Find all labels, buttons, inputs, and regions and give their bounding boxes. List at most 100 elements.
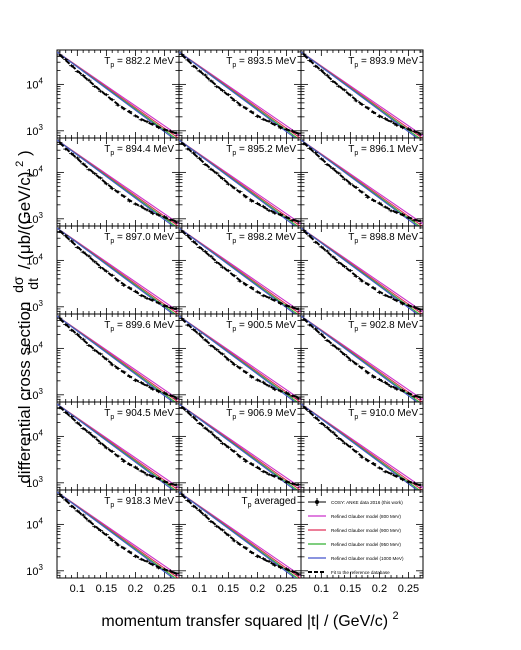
data-point [296, 307, 300, 311]
data-point [174, 131, 178, 135]
data-point [262, 470, 265, 473]
data-point [233, 363, 236, 366]
panel-label: Tp = 894.4 MeV [104, 144, 174, 157]
y-tick-label: 103 [26, 387, 43, 402]
data-point [174, 483, 178, 486]
data-point [169, 129, 172, 133]
data-point [140, 205, 143, 208]
y-tick-label: 103 [26, 211, 43, 226]
data-point [262, 294, 265, 297]
data-point [64, 411, 67, 414]
data-point [122, 284, 125, 287]
data-point [192, 65, 195, 68]
data-point [267, 473, 271, 476]
y-tick-label-exp: 3 [39, 563, 44, 572]
data-point [70, 415, 73, 418]
panel-label-value: = 893.5 MeV [236, 56, 296, 67]
legend-entry-label: Fit to the reference database [331, 570, 390, 575]
data-point [93, 436, 96, 439]
panel-label-T: T [242, 496, 248, 507]
data-point [157, 477, 160, 480]
panel-label-sub: p [354, 62, 358, 69]
data-point [302, 318, 306, 321]
data-point [244, 283, 247, 286]
data-point [360, 190, 364, 194]
data-point [395, 124, 398, 127]
data-point [384, 205, 387, 209]
data-point [93, 172, 96, 175]
data-point [244, 195, 247, 199]
data-point [407, 216, 410, 219]
data-point [76, 333, 79, 336]
panel-label-value: = 894.4 MeV [114, 144, 174, 155]
data-point [291, 305, 294, 309]
data-point [151, 388, 154, 391]
data-point [331, 344, 335, 347]
x-tick-label: 0.2 [250, 583, 265, 595]
y-tick-label: 103 [26, 299, 43, 314]
data-point [326, 163, 329, 166]
panel-curves [179, 51, 301, 138]
data-point [355, 450, 358, 453]
data-point [308, 323, 311, 327]
data-point [93, 349, 96, 352]
data-point [401, 213, 404, 216]
panel-label-value: = 906.9 MeV [236, 408, 296, 419]
data-point [64, 498, 67, 502]
y-tick-label: 103 [26, 563, 43, 578]
data-point [366, 106, 369, 109]
y-tick-label-base: 10 [26, 566, 38, 578]
data-point [395, 474, 398, 478]
panel-label: Tp = 897.0 MeV [104, 232, 174, 245]
panel-label-value: = 899.6 MeV [114, 320, 174, 331]
data-point [180, 142, 184, 145]
data-point [198, 332, 201, 336]
data-point [413, 219, 416, 222]
panel-label-T: T [348, 232, 354, 243]
y-tick-label: 103 [26, 475, 43, 490]
data-point [227, 534, 230, 537]
panel-label-sub: p [232, 150, 236, 157]
y-tick-label: 104 [26, 428, 43, 443]
panel-curves [301, 51, 423, 138]
panel-label: Tp = 898.2 MeV [226, 232, 296, 245]
data-point [273, 564, 276, 567]
data-point [58, 141, 62, 144]
panel-label-T: T [104, 144, 110, 155]
data-point [389, 296, 393, 299]
data-point [215, 348, 218, 351]
data-point [122, 546, 125, 550]
panel-9: Tp = 898.8 MeV [300, 225, 424, 315]
panel-17: 0.1 0.15 0.2 0.25 Tp averaged [178, 489, 302, 595]
data-point [314, 327, 317, 331]
data-point [145, 560, 149, 563]
panel-curves [301, 403, 423, 490]
data-point [116, 190, 120, 193]
data-point [140, 558, 143, 561]
panel-label: Tp averaged [242, 496, 297, 509]
data-point [343, 265, 346, 268]
x-tick-label: 0.15 [340, 583, 361, 595]
data-point [198, 509, 201, 512]
data-point [372, 462, 375, 465]
data-point [169, 394, 172, 397]
panel-8: Tp = 898.2 MeV [178, 225, 302, 315]
data-point [169, 218, 172, 222]
x-axis-title-sup: 2 [392, 610, 398, 622]
data-point [250, 462, 253, 465]
data-point [70, 239, 73, 243]
data-point [238, 455, 242, 458]
data-point [418, 133, 422, 136]
data-point [238, 280, 242, 283]
data-point [134, 379, 137, 382]
data-point [82, 338, 85, 341]
data-point [128, 375, 131, 378]
data-point [111, 98, 114, 101]
data-point [215, 261, 218, 264]
data-point [326, 249, 329, 253]
legend-entry-label: Refined Glauber model (800 MeV) [331, 514, 401, 519]
data-point [273, 298, 276, 302]
y-tick-label: 104 [26, 516, 43, 531]
data-point [273, 474, 276, 478]
data-point [227, 446, 230, 449]
